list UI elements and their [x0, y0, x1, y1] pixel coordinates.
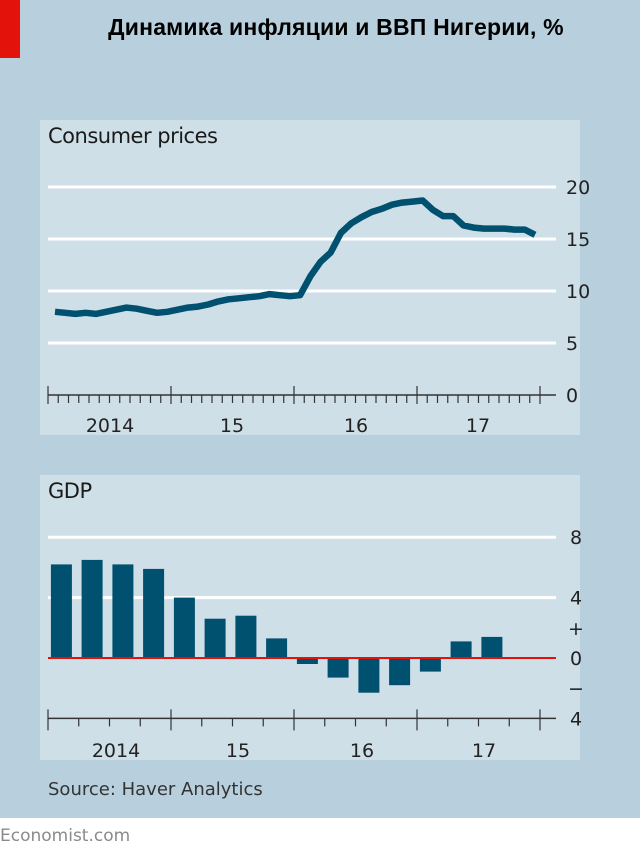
gdp-x-tick-label: 17 — [472, 740, 496, 762]
gdp-bar — [143, 568, 165, 658]
consumer-prices-title: Consumer prices — [48, 124, 218, 148]
cpi-x-tick-label: 15 — [220, 415, 244, 437]
gdp-bar — [419, 658, 441, 672]
cpi-y-tick-label: 20 — [566, 177, 590, 199]
gdp-x-tick-label: 15 — [226, 740, 250, 762]
brand-credit: Economist.com — [0, 826, 131, 846]
gdp-bar — [112, 564, 134, 658]
cpi-y-tick-label: 5 — [566, 333, 578, 355]
gdp-title: GDP — [48, 479, 92, 503]
gdp-bar — [266, 638, 288, 658]
cpi-y-tick-label: 15 — [566, 229, 590, 251]
gdp-bar — [327, 658, 349, 678]
consumer-prices-line — [54, 197, 537, 318]
red-tag-accent — [0, 0, 20, 58]
source-note: Source: Haver Analytics — [48, 779, 263, 800]
gdp-y-tick-label: 4 — [570, 708, 582, 730]
gdp-bar — [358, 658, 380, 693]
cpi-x-tick-label: 16 — [344, 415, 368, 437]
gdp-y-tick-label: − — [568, 678, 584, 700]
cpi-y-tick-label: 0 — [566, 385, 578, 407]
gdp-bar — [450, 641, 472, 658]
gdp-x-tick-label: 16 — [350, 740, 374, 762]
gdp-bar — [204, 618, 226, 658]
cpi-y-tick-label: 10 — [566, 281, 590, 303]
gdp-bar — [81, 559, 103, 658]
gdp-y-tick-label: 0 — [570, 648, 582, 670]
chart-title: Динамика инфляции и ВВП Нигерии, % — [108, 14, 564, 40]
gdp-bar — [173, 597, 195, 658]
gdp-bar — [296, 658, 318, 664]
gdp-bar — [389, 658, 411, 686]
gdp-y-tick-label: 8 — [570, 527, 582, 549]
gdp-y-tick-label: + — [568, 618, 584, 640]
gdp-x-tick-label: 2014 — [92, 740, 140, 762]
cpi-x-tick-label: 2014 — [86, 415, 134, 437]
gdp-bar — [50, 564, 72, 658]
gdp-bar — [481, 636, 503, 658]
gdp-bar — [235, 615, 257, 658]
gdp-y-tick-label: 4 — [570, 588, 582, 610]
cpi-x-tick-label: 17 — [466, 415, 490, 437]
